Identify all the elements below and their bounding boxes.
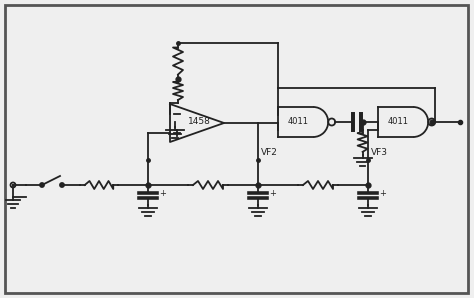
Text: VF3: VF3 [371,148,388,157]
Text: 4011: 4011 [388,117,409,126]
Text: +: + [379,189,386,198]
Text: 1458: 1458 [188,117,210,125]
Text: +: + [159,189,166,198]
FancyBboxPatch shape [5,5,468,293]
Circle shape [60,183,64,187]
Text: 4011: 4011 [288,117,309,126]
Text: VF2: VF2 [261,148,278,157]
Circle shape [40,183,44,187]
Text: +: + [269,189,276,198]
